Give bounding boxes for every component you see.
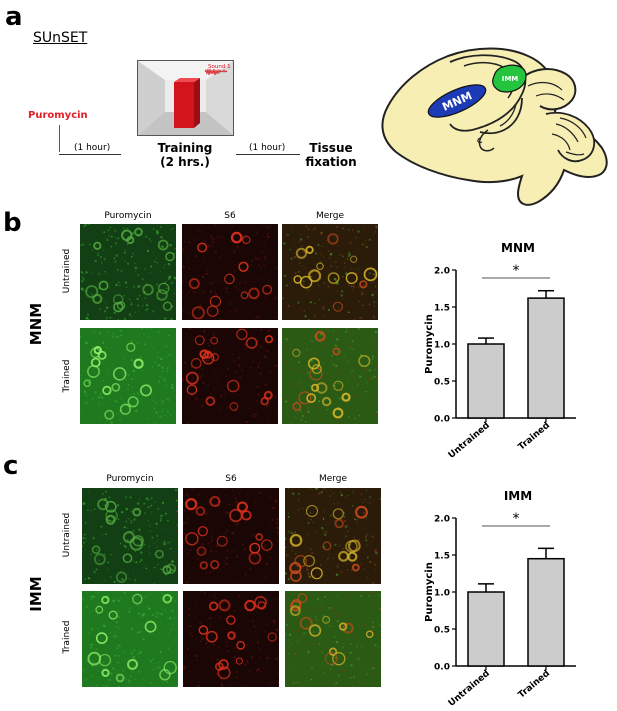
chart-title: IMM <box>504 489 532 503</box>
b-micrograph-s6-trained <box>182 328 278 424</box>
significance-marker: * <box>513 263 520 279</box>
y-axis-label: Puromycin <box>424 314 435 374</box>
c-micrograph-puromycin-untrained <box>82 488 178 584</box>
y-tick-label: 1.0 <box>434 589 450 599</box>
b-header-s6: S6 <box>224 211 236 221</box>
tissue-line-1: Tissue <box>309 141 353 155</box>
bar-untrained <box>467 343 505 419</box>
y-tick-label: 1.5 <box>434 304 450 314</box>
b-micrograph-merge-untrained <box>282 224 378 320</box>
chart-title: MNM <box>501 241 535 255</box>
sound-waveform-icon <box>204 68 228 76</box>
y-tick-label: 2.0 <box>434 515 450 525</box>
b-region-label: MNM <box>27 302 45 346</box>
tissue-fixation-label: Tissue fixation <box>301 141 361 170</box>
c-micrograph-puromycin-trained <box>82 591 178 687</box>
puromycin-label: Puromycin <box>28 110 88 121</box>
training-box-illustration: Sound 1 <box>137 60 234 136</box>
b-micrograph-puromycin-trained <box>80 328 176 424</box>
x-tick-label: Trained <box>517 421 552 453</box>
timeline-line-2 <box>236 154 300 155</box>
y-tick-label: 2.0 <box>434 267 450 277</box>
tissue-line-2: fixation <box>305 154 357 169</box>
c-header-s6: S6 <box>225 474 237 484</box>
training-label: Training (2 hrs.) <box>139 141 231 170</box>
training-duration: (2 hrs.) <box>160 154 210 169</box>
y-tick-label: 0.0 <box>434 663 450 673</box>
timeline-line-1 <box>59 154 121 155</box>
b-micrograph-puromycin-untrained <box>80 224 176 320</box>
bar-trained <box>527 297 565 419</box>
panel-b-letter: b <box>3 208 22 238</box>
significance-marker: * <box>513 511 520 527</box>
b-row-label-untrained: Untrained <box>62 248 72 294</box>
interval-1-label: (1 hour) <box>74 143 111 153</box>
y-tick-label: 0.0 <box>434 415 450 425</box>
x-tick-label: Untrained <box>447 669 492 708</box>
c-micrograph-merge-untrained <box>285 488 381 584</box>
b-header-puromycin: Puromycin <box>104 211 152 221</box>
brain-imm-label: IMM <box>502 75 519 83</box>
y-tick-label: 1.0 <box>434 341 450 351</box>
c-region-label: IMM <box>27 576 45 612</box>
c-header-merge: Merge <box>318 474 348 484</box>
protocol-title: SUnSET <box>33 30 88 46</box>
puromycin-injection-marker <box>59 125 60 152</box>
bar-untrained <box>467 591 505 667</box>
bar-trained <box>527 557 565 667</box>
c-micrograph-s6-untrained <box>183 488 279 584</box>
b-row-label-trained: Trained <box>62 359 72 393</box>
y-axis-label: Puromycin <box>424 562 435 622</box>
c-micrograph-s6-trained <box>183 591 279 687</box>
y-tick-label: 1.5 <box>434 552 450 562</box>
b-header-merge: Merge <box>315 211 345 221</box>
x-tick-label: Untrained <box>447 421 492 460</box>
panel-c-letter: c <box>3 451 19 481</box>
b-micrograph-s6-untrained <box>182 224 278 320</box>
y-tick-label: 0.5 <box>434 626 450 636</box>
y-tick-label: 0.5 <box>434 378 450 388</box>
training-title: Training <box>157 141 213 155</box>
c-header-puromycin: Puromycin <box>106 474 154 484</box>
sound-label: Sound 1 <box>208 64 231 70</box>
c-row-label-untrained: Untrained <box>62 512 72 558</box>
chart-imm: IMM 0.0 0.5 1.0 1.5 2.0 Puromycin Untrained Trai… <box>424 489 576 708</box>
chart-mnm: MNM 0.0 0.5 1.0 1.5 2.0 Puromycin Untrained Trai… <box>424 241 576 460</box>
interval-2-label: (1 hour) <box>249 143 286 153</box>
x-tick-label: Trained <box>517 669 552 701</box>
panel-a-letter: a <box>5 2 23 32</box>
b-micrograph-merge-trained <box>282 328 378 424</box>
c-row-label-trained: Trained <box>62 620 72 654</box>
c-micrograph-merge-trained <box>285 591 381 687</box>
chick-brain-illustration: MNM IMM <box>376 42 612 208</box>
